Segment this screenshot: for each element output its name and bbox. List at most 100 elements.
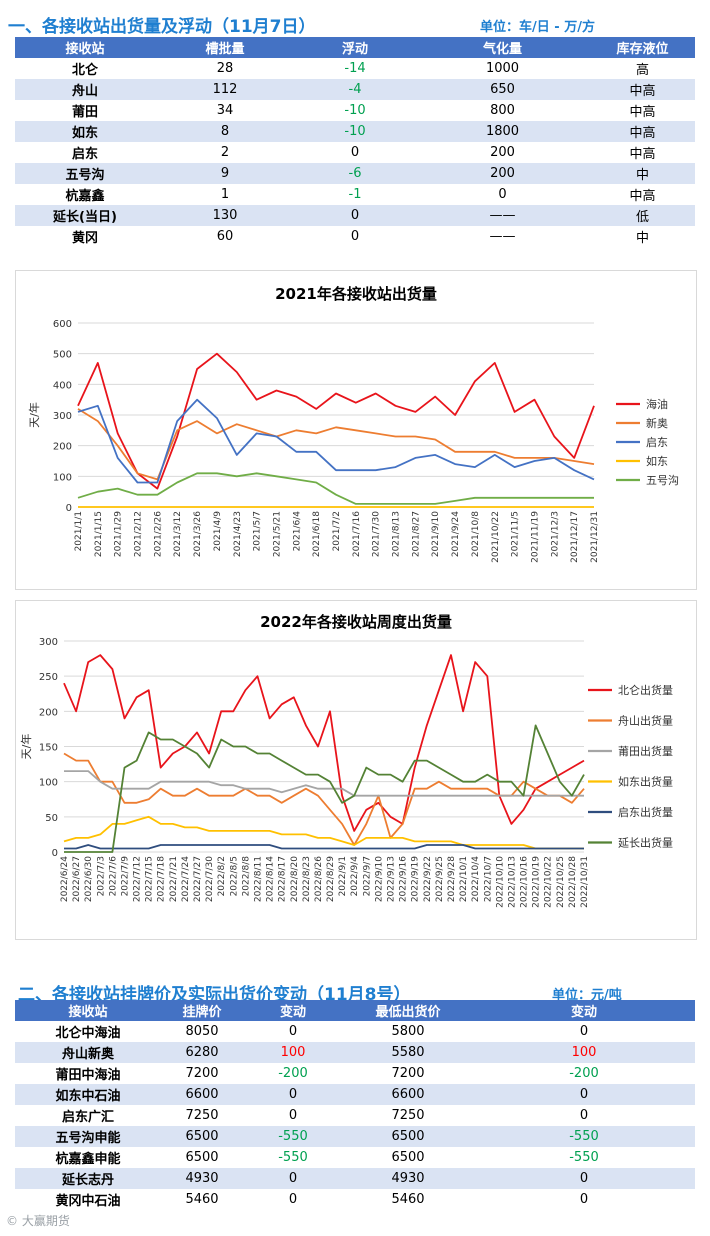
- series-line-3: [63, 815, 584, 850]
- series-line-4: [64, 844, 584, 850]
- table-row: 如东 8 -10 1800 中高: [15, 121, 695, 142]
- truck-count: 8: [155, 121, 295, 142]
- legend-label: 新奥: [646, 416, 668, 430]
- section1-unit: 单位：车/日 - 万/方: [480, 20, 595, 35]
- lowest-price-change: 0: [579, 1024, 589, 1039]
- station-name: 舟山: [15, 79, 155, 100]
- x-tick-label: 2022/7/3: [96, 856, 106, 896]
- x-tick-label: 2022/10/22: [544, 856, 554, 908]
- list-price-change: -550: [243, 1126, 343, 1147]
- stock-level: 中高: [629, 147, 656, 162]
- list-price-change: 0: [243, 1168, 343, 1189]
- legend-label: 延长出货量: [618, 836, 673, 850]
- gasification-volume: 200: [415, 163, 590, 184]
- x-tick-label: 2021/8/27: [411, 511, 421, 557]
- table-row: 杭嘉鑫 1 -1 0 中高: [15, 184, 695, 205]
- stock-level: 中高: [629, 189, 656, 204]
- station-name: 莆田中海油: [55, 1068, 121, 1083]
- list-price: 8050: [185, 1024, 219, 1039]
- x-tick-label: 2022/7/12: [133, 856, 143, 902]
- x-tick-label: 2021/7/2: [332, 511, 342, 551]
- lowest-price: 7250: [391, 1108, 425, 1123]
- col-header-station: 接收站: [15, 1000, 161, 1021]
- lowest-price-change: 100: [473, 1042, 695, 1063]
- x-tick-label: 2021/3/26: [193, 511, 203, 557]
- x-tick-label: 2021/1/1: [74, 511, 84, 551]
- gasification-volume: 1000: [485, 61, 520, 76]
- legend-label: 莆田出货量: [618, 744, 673, 758]
- x-tick-label: 2021/3/12: [173, 511, 183, 557]
- truck-count: 34: [216, 103, 234, 118]
- station-name: 五号沟申能: [15, 1126, 161, 1147]
- truck-count: 112: [155, 79, 295, 100]
- x-tick-label: 2021/8/13: [392, 511, 402, 557]
- lowest-price: 5580: [343, 1042, 473, 1063]
- x-tick-label: 2021/1/15: [94, 511, 104, 557]
- lowest-price: 6600: [343, 1084, 473, 1105]
- y-axis-label: 天/年: [27, 402, 41, 428]
- y-tick-label: 300: [39, 637, 58, 648]
- x-tick-label: 2022/8/14: [266, 856, 276, 902]
- x-tick-label: 2022/9/25: [435, 856, 445, 902]
- x-tick-label: 2021/12/31: [590, 511, 600, 563]
- chart-2021-shipments: 2021年各接收站出货量 天/年 0 100 200 300 400 500 600 2021/1…: [15, 270, 697, 590]
- x-tick-label: 2022/6/30: [84, 856, 94, 902]
- gasification-volume: ——: [489, 229, 516, 244]
- y-tick-label: 150: [39, 743, 58, 754]
- truck-change: -10: [295, 121, 415, 142]
- footer-credit: © 大赢期货: [6, 1214, 70, 1228]
- legend-label: 如东出货量: [618, 775, 673, 789]
- x-tick-label: 2022/8/2: [217, 856, 227, 896]
- station-name: 黄冈: [71, 231, 98, 246]
- x-tick-label: 2022/10/25: [556, 856, 566, 908]
- x-tick-label: 2022/9/28: [447, 856, 457, 902]
- lowest-price: 5460: [391, 1192, 425, 1207]
- legend-label: 启东出货量: [618, 805, 673, 819]
- x-tick-label: 2022/8/23: [302, 856, 312, 902]
- x-tick-label: 2021/1/29: [114, 511, 124, 557]
- truck-count: 2: [220, 145, 230, 160]
- x-tick-label: 2021/11/5: [511, 511, 521, 557]
- station-name: 启东广汇: [61, 1110, 114, 1125]
- gasification-volume: 800: [490, 103, 515, 118]
- x-tick-label: 2022/10/19: [532, 856, 542, 908]
- x-tick-label: 2022/8/20: [290, 856, 300, 902]
- x-tick-label: 2022/10/28: [568, 856, 578, 908]
- table-row: 黄冈 60 0 —— 中: [15, 226, 695, 247]
- series-line-2: [77, 398, 595, 484]
- x-tick-label: 2022/9/7: [362, 856, 372, 896]
- list-price: 6280: [161, 1042, 243, 1063]
- list-price-change: 0: [288, 1024, 298, 1039]
- lowest-price: 6500: [391, 1150, 425, 1165]
- legend-label: 如东: [646, 454, 668, 468]
- x-tick-label: 2022/10/4: [471, 856, 481, 902]
- table-row: 黄冈中石油 5460 0 5460 0: [15, 1189, 695, 1210]
- x-tick-label: 2021/5/21: [272, 511, 282, 557]
- x-tick-label: 2022/8/26: [314, 856, 324, 902]
- station-name: 黄冈中石油: [55, 1194, 121, 1209]
- table-row: 莆田中海油 7200 -200 7200 -200: [15, 1063, 695, 1084]
- lowest-price: 7200: [391, 1066, 425, 1081]
- truck-change: -4: [295, 79, 415, 100]
- list-price-change: -200: [278, 1066, 308, 1081]
- y-axis-label: 天/年: [19, 734, 33, 760]
- section1-title: 一、各接收站出货量及浮动（11月7日）: [8, 17, 316, 37]
- lowest-price-change: -200: [569, 1066, 599, 1081]
- x-tick-label: 2022/10/31: [580, 856, 590, 908]
- y-tick-label: 600: [53, 319, 72, 330]
- station-name: 北仑中海油: [55, 1026, 121, 1041]
- legend-label: 北仑出货量: [618, 683, 673, 697]
- lowest-price-change: 0: [473, 1168, 695, 1189]
- x-tick-label: 2022/7/21: [169, 856, 179, 902]
- table-row: 莆田 34 -10 800 中高: [15, 100, 695, 121]
- truck-change: -1: [348, 187, 362, 202]
- list-price-change: -550: [278, 1150, 308, 1165]
- x-tick-label: 2022/6/27: [72, 856, 82, 902]
- table-row: 五号沟 9 -6 200 中: [15, 163, 695, 184]
- x-tick-label: 2021/12/17: [570, 511, 580, 563]
- y-tick-label: 0: [66, 503, 72, 514]
- lowest-price-change: 0: [579, 1192, 589, 1207]
- lowest-price: 5800: [391, 1024, 425, 1039]
- legend-label: 五号沟: [646, 474, 679, 487]
- stock-level: 高: [635, 63, 649, 78]
